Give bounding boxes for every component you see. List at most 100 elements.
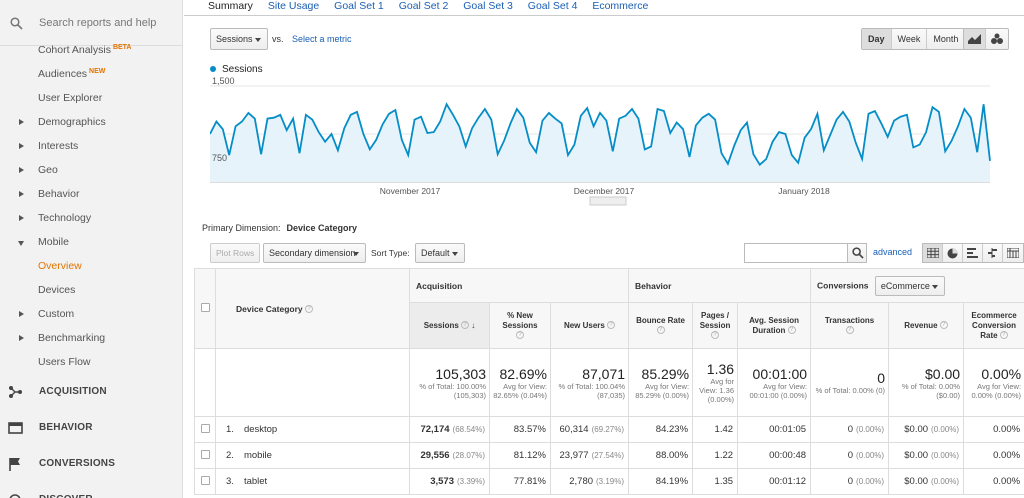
help-icon[interactable]: ? (711, 331, 720, 340)
cell-pages-session: 1.42 (692, 416, 739, 443)
metric-dropdown[interactable]: Sessions (210, 28, 268, 50)
help-icon[interactable]: ? (461, 321, 470, 330)
col-new-users[interactable]: New Users ? (549, 302, 630, 349)
cell-pct: (0.00%) (931, 425, 960, 434)
total-value: 0 (877, 370, 886, 386)
nav-user-explorer[interactable]: User Explorer (0, 87, 182, 109)
nav-mobile[interactable]: Mobile (0, 231, 182, 253)
col-transactions[interactable]: Transactions? (810, 302, 890, 349)
table-search-input[interactable] (744, 243, 848, 263)
help-icon[interactable]: ? (939, 321, 948, 330)
nav-demographics[interactable]: Demographics (0, 111, 182, 133)
nav-geo[interactable]: Geo (0, 159, 182, 181)
sidebar-search[interactable]: Search reports and help (0, 0, 182, 46)
search-placeholder: Search reports and help (39, 17, 157, 29)
advanced-link[interactable]: advanced (873, 247, 913, 257)
section-behavior[interactable]: BEHAVIOR (0, 413, 182, 443)
row-device-link[interactable]: desktop (243, 424, 278, 435)
total-cell: 85.29% Avg for View: 85.29% (0.00%) (628, 348, 694, 417)
chart-legend: Sessions (210, 64, 263, 75)
row-device-link[interactable]: mobile (243, 450, 272, 461)
total-cell: 1.36 Avg for View: 1.36 (0.00%) (692, 348, 739, 417)
sort-type-dropdown[interactable]: Default (415, 243, 465, 263)
section-discover[interactable]: DISCOVER (0, 485, 182, 498)
cell-conversion-rate: 0.00% (963, 442, 1024, 469)
goal-option-dropdown[interactable]: eCommerce (874, 275, 945, 296)
plot-rows-button[interactable]: Plot Rows (210, 243, 261, 263)
col-label: Bounce Rate (636, 315, 685, 325)
nav-benchmarking[interactable]: Benchmarking (0, 327, 182, 349)
section-acquisition[interactable]: ACQUISITION (0, 377, 182, 407)
period-selector: Day Week Month (861, 28, 966, 50)
day-button[interactable]: Day (862, 29, 892, 49)
nav-audiences[interactable]: Audiences NEW (0, 63, 182, 85)
nav-label: Mobile (38, 236, 69, 248)
primary-dimension: Primary Dimension: Device Category (202, 223, 357, 233)
pivot-view-button[interactable] (1003, 244, 1023, 262)
data-view-button[interactable] (923, 244, 943, 262)
col-label: Transactions (824, 315, 875, 325)
col-pages-session[interactable]: Pages / Session? (692, 302, 739, 349)
nav-devices[interactable]: Devices (0, 279, 182, 301)
col-ecommerce-conversion-rate[interactable]: Ecommerce Conversion Rate ? (963, 302, 1024, 349)
tab-goal-set-2[interactable]: Goal Set 2 (398, 0, 449, 12)
motion-chart-button[interactable] (986, 29, 1008, 49)
nav-cohort-analysis[interactable]: Cohort Analysis BETA (0, 39, 182, 61)
col-new-sessions[interactable]: % New Sessions? (489, 302, 551, 349)
nav-label: Audiences (38, 68, 88, 80)
row-index: 2. (226, 450, 234, 461)
tab-summary[interactable]: Summary (208, 0, 253, 12)
col-bounce-rate[interactable]: Bounce Rate? (628, 302, 694, 349)
chevron-down-icon (452, 252, 458, 256)
line-chart-button[interactable] (964, 29, 986, 49)
nav-users-flow[interactable]: Users Flow (0, 351, 182, 373)
row-device-link[interactable]: tablet (243, 476, 268, 487)
performance-view-button[interactable] (963, 244, 983, 262)
dim-header[interactable]: Device Category (236, 303, 303, 314)
secondary-dimension-value: Secondary dimension (269, 248, 356, 258)
row-checkbox[interactable] (200, 449, 210, 459)
y-tick-label: 750 (212, 153, 227, 163)
select-all-checkbox[interactable] (200, 303, 210, 312)
row-checkbox[interactable] (200, 423, 210, 433)
comparison-view-button[interactable] (983, 244, 1003, 262)
help-icon[interactable]: ? (656, 326, 665, 335)
help-icon[interactable]: ? (845, 326, 854, 335)
nav-label: Cohort Analysis (38, 44, 111, 56)
help-icon[interactable]: ? (787, 326, 796, 335)
tab-site-usage[interactable]: Site Usage (267, 0, 320, 12)
nav-label: User Explorer (38, 92, 103, 104)
tab-goal-set-1[interactable]: Goal Set 1 (334, 0, 384, 12)
table-search-button[interactable] (847, 243, 867, 263)
nav-custom[interactable]: Custom (0, 303, 182, 325)
month-button[interactable]: Month (933, 34, 959, 44)
cell-pct: (0.00%) (856, 477, 885, 486)
nav-interests[interactable]: Interests (0, 135, 182, 157)
col-avg-session-duration[interactable]: Avg. Session Duration ? (737, 302, 812, 349)
section-conversions[interactable]: CONVERSIONS (0, 449, 182, 479)
col-revenue[interactable]: Revenue ? (888, 302, 965, 349)
row-checkbox[interactable] (200, 475, 210, 485)
comparison-icon (988, 248, 997, 258)
percentage-view-button[interactable] (943, 244, 963, 262)
cell-sessions: 3,573 (430, 476, 454, 487)
col-sessions[interactable]: Sessions ? ↓ (409, 302, 490, 349)
nav-overview[interactable]: Overview (0, 255, 182, 277)
help-icon[interactable]: ? (999, 331, 1008, 340)
cell-pct: (27.54%) (591, 451, 625, 460)
total-cell: 0.00% Avg for View: 0.00% (0.00%) (963, 348, 1024, 417)
select-metric-link[interactable]: Select a metric (292, 34, 352, 44)
tab-goal-set-3[interactable]: Goal Set 3 (463, 0, 513, 12)
tab-goal-set-4[interactable]: Goal Set 4 (527, 0, 578, 12)
help-icon[interactable]: ? (607, 321, 616, 330)
secondary-dimension-dropdown[interactable]: Secondary dimension (263, 243, 366, 263)
nav-technology[interactable]: Technology (0, 207, 182, 229)
nav-behavior[interactable]: Behavior (0, 183, 182, 205)
help-icon[interactable]: ? (516, 331, 524, 340)
total-note: Avg for View: 82.65% (0.04%) (493, 381, 547, 400)
x-tick-label: January 2018 (778, 186, 830, 196)
tab-ecommerce[interactable]: Ecommerce (592, 0, 649, 12)
week-button[interactable]: Week (892, 29, 928, 49)
total-value: 87,071 (582, 365, 626, 382)
help-icon[interactable]: ? (305, 305, 313, 314)
